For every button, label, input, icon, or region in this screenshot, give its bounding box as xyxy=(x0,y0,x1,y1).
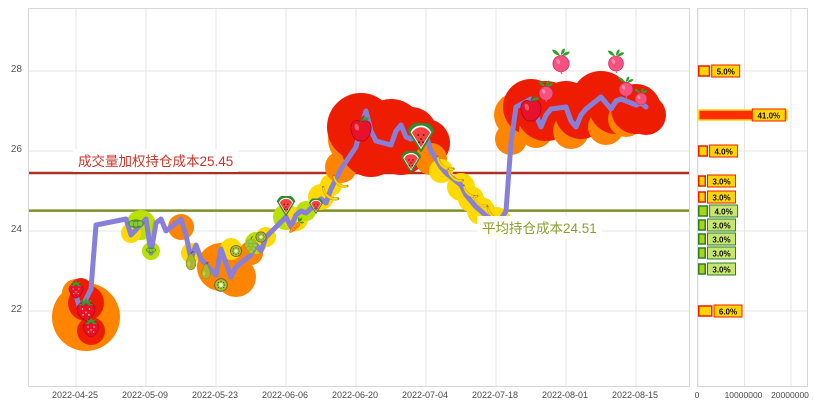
y-tick-label: 24 xyxy=(10,224,22,235)
radish-icon xyxy=(607,49,625,73)
distribution-bar xyxy=(698,205,709,217)
kiwi-icon xyxy=(255,231,267,243)
distribution-bar-label: 4.0% xyxy=(714,148,732,157)
distribution-bar xyxy=(698,305,713,317)
avg-cost-label: 平均持仓成本24.51 xyxy=(477,215,602,239)
x-tick-label: 2022-07-18 xyxy=(471,390,519,400)
vwap-cost-label: 成交量加权持仓成本25.45 xyxy=(73,149,239,172)
distribution-bar xyxy=(698,219,706,231)
price-chart-plot xyxy=(29,9,689,386)
distribution-bar-label: 6.0% xyxy=(719,308,737,317)
distribution-bar-label-box xyxy=(707,190,736,204)
distribution-bar-label-box xyxy=(707,246,736,260)
distribution-bar xyxy=(698,145,709,157)
side-x-tick-label: 10000000 xyxy=(724,390,763,400)
distribution-bar-label: 41.0% xyxy=(757,112,780,121)
radish-icon xyxy=(551,48,571,74)
volume-x-axis: 0 10000000 20000000 xyxy=(695,390,809,406)
price-chart-panel[interactable]: 成交量加权持仓成本25.45 平均持仓成本24.51 xyxy=(28,8,690,387)
distribution-bar-label-box xyxy=(707,232,736,246)
distribution-bar-label: 4.0% xyxy=(714,208,732,217)
distribution-bar xyxy=(698,247,706,259)
distribution-bar-label: 3.0% xyxy=(712,266,730,275)
price-y-axis: 28 26 24 22 xyxy=(0,8,25,387)
grid-lines xyxy=(29,9,689,386)
distribution-plot: 5.0% 41.0% 4.0% 3.0% 3.0% 4.0% 3.0% 3.0% 3.0% 3.0… xyxy=(698,9,807,386)
date-x-axis: 2022-04-25 2022-05-09 2022-05-23 2022-06-06… xyxy=(28,390,690,406)
distribution-bar-label-box xyxy=(713,304,743,318)
distribution-bar-label: 3.0% xyxy=(712,236,730,245)
x-tick-label: 2022-05-23 xyxy=(191,390,239,400)
distribution-bar xyxy=(698,233,706,245)
x-tick-label: 2022-06-20 xyxy=(331,390,379,400)
distribution-bar-label: 3.0% xyxy=(712,250,730,259)
y-tick-label: 28 xyxy=(10,64,22,75)
x-tick-label: 2022-04-25 xyxy=(51,390,99,400)
distribution-bar-label: 3.0% xyxy=(712,222,730,231)
x-tick-label: 2022-08-01 xyxy=(541,390,589,400)
distribution-bar xyxy=(698,191,706,203)
side-x-tick-label: 0 xyxy=(694,390,700,400)
distribution-bar xyxy=(698,109,788,121)
distribution-bar xyxy=(698,65,711,77)
distribution-bar-label-box xyxy=(707,218,736,232)
distribution-bar-label-box xyxy=(707,262,736,276)
distribution-bar-label: 3.0% xyxy=(712,194,730,203)
distribution-bar-label-box xyxy=(709,204,739,218)
x-tick-label: 2022-07-04 xyxy=(401,390,449,400)
x-tick-label: 2022-05-09 xyxy=(121,390,169,400)
y-tick-label: 22 xyxy=(10,304,22,315)
y-tick-label: 26 xyxy=(10,144,22,155)
distribution-bar xyxy=(698,263,706,275)
kiwi-icon xyxy=(214,278,228,292)
distribution-bar-label-box xyxy=(707,174,736,188)
distribution-bar-label-box xyxy=(751,108,786,122)
side-x-tick-label: 20000000 xyxy=(771,390,809,400)
kiwi-icon xyxy=(230,245,242,257)
distribution-bar-label: 3.0% xyxy=(712,178,730,187)
x-tick-label: 2022-06-06 xyxy=(261,390,309,400)
distribution-bar-label: 5.0% xyxy=(717,68,735,77)
distribution-bar-label-box xyxy=(709,144,739,158)
x-tick-label: 2022-08-15 xyxy=(611,390,659,400)
distribution-bar xyxy=(698,175,706,187)
distribution-bar-label-box xyxy=(711,64,741,78)
volume-distribution-panel[interactable]: 5.0% 41.0% 4.0% 3.0% 3.0% 4.0% 3.0% 3.0% 3.0% 3.0… xyxy=(697,8,808,387)
